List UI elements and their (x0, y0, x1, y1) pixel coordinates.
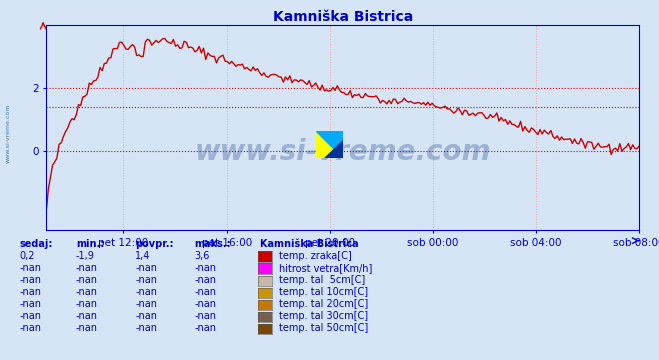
Text: -nan: -nan (194, 275, 216, 285)
Text: -nan: -nan (76, 311, 98, 321)
Text: -nan: -nan (194, 287, 216, 297)
Text: -nan: -nan (76, 299, 98, 309)
Text: -nan: -nan (194, 263, 216, 273)
Text: -nan: -nan (20, 323, 42, 333)
Text: temp. tal 30cm[C]: temp. tal 30cm[C] (279, 311, 368, 321)
Text: -1,9: -1,9 (76, 251, 95, 261)
Text: -nan: -nan (20, 275, 42, 285)
Text: -nan: -nan (76, 287, 98, 297)
Text: temp. zraka[C]: temp. zraka[C] (279, 251, 351, 261)
Text: -nan: -nan (20, 311, 42, 321)
Text: -nan: -nan (135, 299, 157, 309)
Text: -nan: -nan (194, 323, 216, 333)
Text: -nan: -nan (76, 323, 98, 333)
Text: -nan: -nan (135, 263, 157, 273)
Title: Kamniška Bistrica: Kamniška Bistrica (273, 10, 413, 24)
Text: temp. tal 50cm[C]: temp. tal 50cm[C] (279, 323, 368, 333)
Text: -nan: -nan (135, 287, 157, 297)
Text: -nan: -nan (135, 323, 157, 333)
Text: sedaj:: sedaj: (20, 239, 53, 249)
Text: -nan: -nan (135, 311, 157, 321)
Text: temp. tal  5cm[C]: temp. tal 5cm[C] (279, 275, 365, 285)
Text: temp. tal 20cm[C]: temp. tal 20cm[C] (279, 299, 368, 309)
Text: -nan: -nan (76, 275, 98, 285)
Text: 0,2: 0,2 (20, 251, 36, 261)
Text: -nan: -nan (135, 275, 157, 285)
Text: www.si-vreme.com: www.si-vreme.com (5, 103, 11, 163)
Text: -nan: -nan (20, 263, 42, 273)
Text: www.si-vreme.com: www.si-vreme.com (194, 139, 491, 166)
Text: hitrost vetra[Km/h]: hitrost vetra[Km/h] (279, 263, 372, 273)
Text: temp. tal 10cm[C]: temp. tal 10cm[C] (279, 287, 368, 297)
Text: maks.:: maks.: (194, 239, 231, 249)
Polygon shape (316, 131, 343, 158)
Text: -nan: -nan (20, 299, 42, 309)
Polygon shape (324, 139, 343, 158)
Text: -nan: -nan (194, 299, 216, 309)
Polygon shape (316, 131, 343, 158)
Text: 3,6: 3,6 (194, 251, 210, 261)
Text: -nan: -nan (194, 311, 216, 321)
Text: 1,4: 1,4 (135, 251, 150, 261)
Text: -nan: -nan (20, 287, 42, 297)
Text: min.:: min.: (76, 239, 104, 249)
Text: -nan: -nan (76, 263, 98, 273)
Text: povpr.:: povpr.: (135, 239, 173, 249)
Text: Kamniška Bistrica: Kamniška Bistrica (260, 239, 359, 249)
